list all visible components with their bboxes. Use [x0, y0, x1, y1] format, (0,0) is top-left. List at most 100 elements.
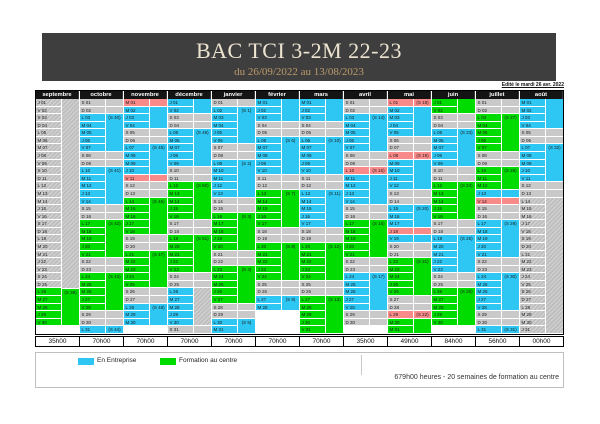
day-cell: M 13 [36, 189, 61, 198]
week-cell: (S 18) [414, 99, 431, 107]
day-cell: D 09 [344, 159, 369, 168]
week-cell [414, 242, 431, 251]
day-cell: D 23 [476, 265, 501, 274]
day-cell: M 16 [388, 212, 413, 221]
day-cell: V 05 [388, 129, 413, 137]
day-cell: M 18 [80, 227, 105, 236]
day-cell: L 15 [388, 205, 413, 213]
day-cell: M 28 [36, 303, 61, 312]
month-column: juin J 01 V 02 S 03 D 04 L 05 M 06 M 07 J 08 V 09… [432, 91, 476, 334]
day-cell: M 29 [520, 311, 545, 319]
day-cell: V 30 [432, 318, 457, 327]
week-cell: (S 43) [106, 273, 123, 312]
day-cell: S 27 [388, 296, 413, 304]
week-cell [502, 205, 519, 213]
day-cell: V 03 [256, 114, 281, 122]
day-cell: M 03 [388, 114, 413, 122]
day-cell: D 16 [344, 212, 369, 221]
week-cell: (S 2) [238, 159, 255, 198]
month-total: 49h00 [387, 337, 431, 346]
day-cell: L 29 [388, 311, 413, 319]
week-cell [458, 273, 475, 281]
week-cell: (S 49) [194, 129, 211, 168]
day-cell: D 23 [80, 265, 105, 274]
week-cell [282, 288, 299, 297]
day-cell: M 21 [256, 250, 281, 259]
day-cell: D 04 [168, 121, 193, 130]
day-cell: J 19 [212, 235, 237, 243]
day-cell: D 11 [36, 174, 61, 183]
week-cell: (S 42) [106, 220, 123, 259]
day-cell: M 20 [432, 242, 457, 251]
day-cell: J 29 [36, 311, 61, 319]
day-cell: M 09 [124, 159, 149, 168]
week-cell: (S 20) [414, 205, 431, 228]
month-header: mars [300, 91, 343, 99]
day-cell: M 13 [168, 189, 193, 198]
day-cell: L 10 [80, 167, 105, 175]
day-cell: M 19 [80, 235, 105, 243]
day-cell: D 09 [80, 159, 105, 168]
day-cell: L 08 [388, 152, 413, 160]
week-cell: (S 15) [370, 167, 387, 175]
day-cell: S 11 [256, 174, 281, 183]
day-cell: M 27 [432, 296, 457, 304]
week-cell [238, 152, 255, 160]
day-cell: V 17 [256, 220, 281, 228]
day-cell: M 20 [168, 242, 193, 251]
week-cell [150, 242, 167, 251]
week-cell [458, 167, 475, 175]
day-cell: S 29 [476, 311, 501, 319]
day-cell: S 08 [476, 152, 501, 160]
day-cell: V 09 [36, 159, 61, 168]
day-cell: L 07 [124, 144, 149, 153]
week-cell: (S 27) [502, 114, 519, 153]
week-cell [62, 99, 79, 289]
week-cell: (S 29) [502, 220, 519, 259]
day-cell: M 08 [520, 152, 545, 160]
day-cell: M 11 [476, 174, 501, 183]
day-cell: V 30 [36, 318, 61, 327]
day-cell: V 27 [212, 296, 237, 304]
day-cell [344, 326, 369, 334]
day-cell: M 15 [520, 205, 545, 213]
day-cell: V 31 [300, 326, 325, 334]
day-cell: J 27 [80, 296, 105, 304]
day-cell: D 11 [168, 174, 193, 183]
day-cell: M 14 [432, 197, 457, 206]
month-column: novembre M 01 M 02 J 03 V 04 S 05 D 06 L 07 M 08… [124, 91, 168, 334]
week-cell [106, 311, 123, 319]
week-cell [326, 288, 343, 297]
month-column: décembre J 01 V 02 S 03 D 04 L 05 M 06 M 07 J 08… [168, 91, 212, 334]
month-total: 00h00 [519, 337, 563, 346]
day-cell: L 03 [80, 114, 105, 122]
day-cell: M 28 [168, 303, 193, 312]
day-cell: V 23 [168, 265, 193, 274]
week-cell [414, 189, 431, 198]
week-cell [238, 258, 255, 266]
day-cell: J 31 [520, 326, 545, 334]
day-cell: M 01 [520, 99, 545, 107]
week-cell [502, 189, 519, 198]
day-cell: M 15 [124, 205, 149, 213]
day-cell: L 19 [432, 235, 457, 243]
day-cell: V 04 [124, 121, 149, 130]
day-cell: M 29 [300, 311, 325, 319]
formation-label: Formation au centre [179, 357, 238, 364]
day-cell: S 20 [388, 242, 413, 251]
day-cell: L 27 [256, 296, 281, 304]
day-cell: S 31 [168, 326, 193, 334]
month-column: février M 01 J 02 V 03 S 04 D 05 L 06 M 07 M 08 J… [256, 91, 300, 334]
day-cell: J 05 [212, 129, 237, 137]
day-cell: S 24 [36, 273, 61, 281]
month-header: juin [432, 91, 475, 99]
day-cell: J 29 [432, 311, 457, 319]
day-cell: D 23 [344, 265, 369, 274]
day-cell: J 26 [212, 288, 237, 297]
week-cell [326, 129, 343, 137]
week-cell [326, 235, 343, 243]
day-cell: V 19 [388, 235, 413, 243]
edited-note: Edité le mardi 26 avr. 2022 [501, 82, 564, 88]
day-cell: L 23 [212, 265, 237, 274]
day-cell: M 21 [432, 250, 457, 259]
